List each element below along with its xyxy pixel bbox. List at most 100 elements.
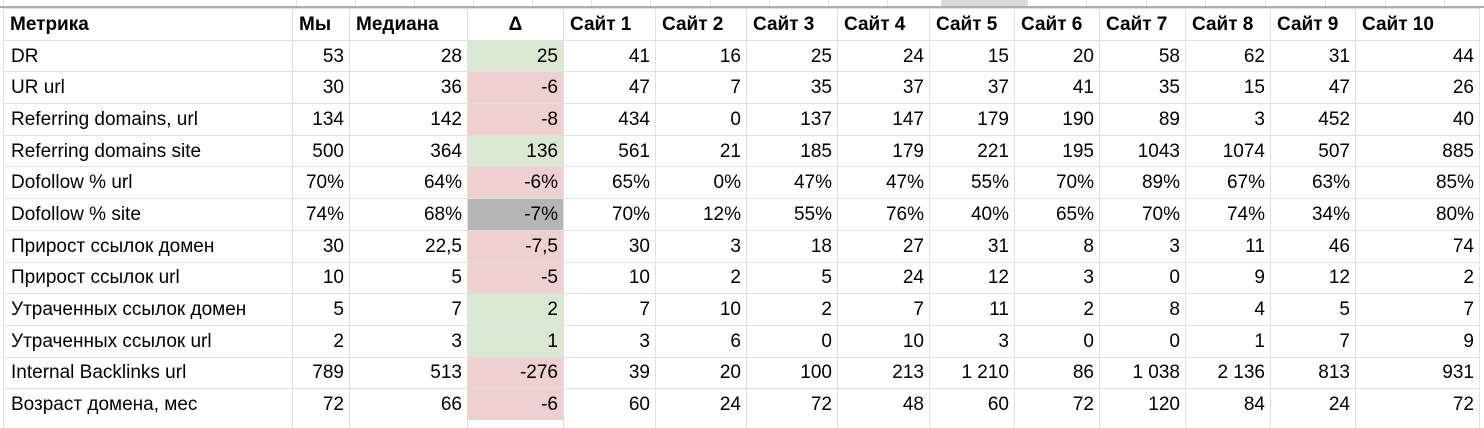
we-value-cell[interactable]: 70%	[292, 166, 350, 200]
site5-value-cell[interactable]: 37	[929, 71, 1015, 105]
site7-value-cell[interactable]: 1 038	[1099, 356, 1186, 390]
delta-value-cell[interactable]: -6%	[467, 166, 564, 200]
site6-value-cell[interactable]: 70%	[1014, 166, 1100, 200]
median-value-cell[interactable]: 513	[349, 356, 468, 390]
column-header-delta[interactable]: Δ	[467, 8, 564, 41]
site1-value-cell[interactable]: 7	[563, 293, 656, 326]
delta-value-cell[interactable]: -7,5	[467, 229, 564, 263]
site10-value-cell[interactable]: 44	[1355, 39, 1480, 73]
site10-value-cell[interactable]: 2	[1355, 261, 1480, 295]
we-value-cell[interactable]: 30	[292, 229, 350, 263]
site10-value-cell[interactable]: 26	[1355, 71, 1480, 105]
site10-value-cell[interactable]: 72	[1355, 388, 1480, 421]
median-value-cell[interactable]: 66	[349, 388, 468, 421]
we-value-cell[interactable]: 53	[292, 39, 350, 73]
site1-value-cell[interactable]: 39	[563, 356, 656, 390]
site4-value-cell[interactable]: 147	[837, 103, 930, 136]
site1-value-cell[interactable]: 65%	[563, 166, 656, 200]
we-value-cell[interactable]: 2	[292, 324, 350, 358]
metric-cell[interactable]: Прирост ссылок url	[3, 261, 293, 295]
site4-value-cell[interactable]: 76%	[837, 198, 930, 231]
column-header-site10[interactable]: Сайт 10	[1355, 8, 1480, 41]
median-value-cell[interactable]: 64%	[349, 166, 468, 200]
site9-value-cell[interactable]: 63%	[1270, 166, 1356, 200]
site2-value-cell[interactable]: 24	[655, 388, 747, 421]
site4-value-cell[interactable]: 213	[837, 356, 930, 390]
site2-value-cell[interactable]: 0	[655, 103, 747, 136]
site3-value-cell[interactable]: 5	[746, 261, 838, 295]
site8-value-cell[interactable]: 62	[1185, 39, 1271, 73]
site9-value-cell[interactable]: 31	[1270, 39, 1356, 73]
column-header-metric[interactable]: Метрика	[3, 8, 293, 41]
site5-value-cell[interactable]: 3	[929, 324, 1015, 358]
site10-value-cell[interactable]: 85%	[1355, 166, 1480, 200]
site10-value-cell[interactable]: 40	[1355, 103, 1480, 136]
site3-value-cell[interactable]: 137	[746, 103, 838, 136]
site8-value-cell[interactable]: 9	[1185, 261, 1271, 295]
site3-value-cell[interactable]: 72	[746, 388, 838, 421]
site7-value-cell[interactable]: 8	[1099, 293, 1186, 326]
site2-value-cell[interactable]: 7	[655, 71, 747, 105]
site8-value-cell[interactable]: 3	[1185, 103, 1271, 136]
site3-value-cell[interactable]: 47%	[746, 166, 838, 200]
site7-value-cell[interactable]: 89%	[1099, 166, 1186, 200]
site5-value-cell[interactable]: 179	[929, 103, 1015, 136]
delta-value-cell[interactable]: -6	[467, 388, 564, 421]
site1-value-cell[interactable]: 30	[563, 229, 656, 263]
site8-value-cell[interactable]: 67%	[1185, 166, 1271, 200]
site9-value-cell[interactable]: 46	[1270, 229, 1356, 263]
median-value-cell[interactable]: 3	[349, 324, 468, 358]
site9-value-cell[interactable]: 813	[1270, 356, 1356, 390]
site2-value-cell[interactable]: 2	[655, 261, 747, 295]
we-value-cell[interactable]: 789	[292, 356, 350, 390]
site6-value-cell[interactable]: 2	[1014, 293, 1100, 326]
we-value-cell[interactable]: 72	[292, 388, 350, 421]
metric-cell[interactable]: Dofollow % site	[3, 198, 293, 231]
site4-value-cell[interactable]: 7	[837, 293, 930, 326]
site7-value-cell[interactable]: 3	[1099, 229, 1186, 263]
we-value-cell[interactable]: 10	[292, 261, 350, 295]
site7-value-cell[interactable]: 89	[1099, 103, 1186, 136]
site6-value-cell[interactable]: 20	[1014, 39, 1100, 73]
metric-cell[interactable]: DR	[3, 39, 293, 73]
delta-value-cell[interactable]: 136	[467, 134, 564, 168]
site1-value-cell[interactable]: 561	[563, 134, 656, 168]
site2-value-cell[interactable]: 3	[655, 229, 747, 263]
delta-value-cell[interactable]: 1	[467, 324, 564, 358]
site7-value-cell[interactable]: 0	[1099, 261, 1186, 295]
delta-value-cell[interactable]: 25	[467, 39, 564, 73]
site4-value-cell[interactable]: 24	[837, 261, 930, 295]
column-header-site6[interactable]: Сайт 6	[1014, 8, 1100, 41]
site8-value-cell[interactable]: 15	[1185, 71, 1271, 105]
site3-value-cell[interactable]: 185	[746, 134, 838, 168]
site9-value-cell[interactable]: 34%	[1270, 198, 1356, 231]
site6-value-cell[interactable]: 0	[1014, 324, 1100, 358]
metric-cell[interactable]: Internal Backlinks url	[3, 356, 293, 390]
site4-value-cell[interactable]: 27	[837, 229, 930, 263]
we-value-cell[interactable]: 500	[292, 134, 350, 168]
site8-value-cell[interactable]: 1	[1185, 324, 1271, 358]
site3-value-cell[interactable]: 100	[746, 356, 838, 390]
site1-value-cell[interactable]: 70%	[563, 198, 656, 231]
metric-cell[interactable]: Утраченных ссылок домен	[3, 293, 293, 326]
site1-value-cell[interactable]: 47	[563, 71, 656, 105]
site4-value-cell[interactable]: 179	[837, 134, 930, 168]
site9-value-cell[interactable]: 24	[1270, 388, 1356, 421]
column-header-site3[interactable]: Сайт 3	[746, 8, 838, 41]
site5-value-cell[interactable]: 15	[929, 39, 1015, 73]
site8-value-cell[interactable]: 2 136	[1185, 356, 1271, 390]
site4-value-cell[interactable]: 24	[837, 39, 930, 73]
site2-value-cell[interactable]: 16	[655, 39, 747, 73]
site6-value-cell[interactable]: 3	[1014, 261, 1100, 295]
site3-value-cell[interactable]: 18	[746, 229, 838, 263]
site7-value-cell[interactable]: 70%	[1099, 198, 1186, 231]
median-value-cell[interactable]: 364	[349, 134, 468, 168]
site5-value-cell[interactable]: 12	[929, 261, 1015, 295]
site2-value-cell[interactable]: 20	[655, 356, 747, 390]
site5-value-cell[interactable]: 221	[929, 134, 1015, 168]
column-header-site2[interactable]: Сайт 2	[655, 8, 747, 41]
column-header-median[interactable]: Медиана	[349, 8, 468, 41]
site6-value-cell[interactable]: 190	[1014, 103, 1100, 136]
site1-value-cell[interactable]: 60	[563, 388, 656, 421]
site1-value-cell[interactable]: 10	[563, 261, 656, 295]
